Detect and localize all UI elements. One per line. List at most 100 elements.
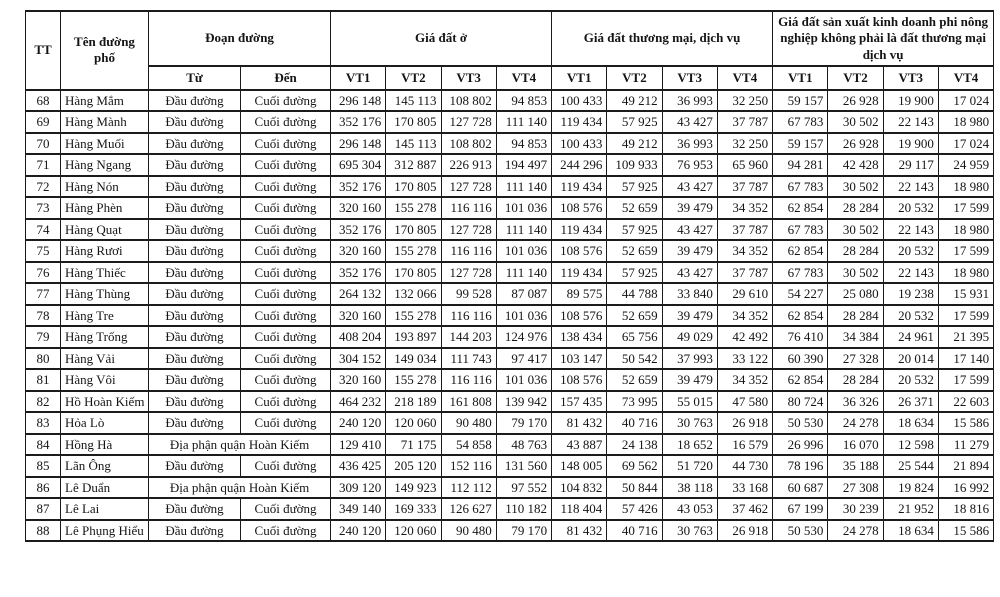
price-cell: 111 140 — [495, 174, 553, 199]
price-cell: 19 900 — [882, 88, 939, 113]
price-cell: 131 560 — [495, 454, 553, 478]
price-cell: 40 716 — [606, 518, 663, 543]
section-to-cell: Cuối đường — [239, 88, 332, 113]
price-cell: 129 410 — [330, 432, 387, 457]
price-cell: 60 390 — [772, 346, 829, 371]
price-cell: 21 952 — [882, 497, 939, 521]
table-row: 76 Hàng Thiếc Đầu đường Cuối đường 352 176 17… — [25, 260, 995, 285]
street-name-cell: Hàng Mành — [60, 110, 149, 134]
row-number-cell: 71 — [25, 153, 61, 177]
price-cell: 43 427 — [661, 174, 718, 199]
price-cell: 17 024 — [937, 88, 995, 113]
price-cell: 27 308 — [827, 475, 884, 500]
price-cell: 35 188 — [827, 454, 884, 478]
price-cell: 26 928 — [827, 88, 884, 113]
price-cell: 127 728 — [440, 110, 497, 134]
price-cell: 18 634 — [882, 518, 939, 543]
section-to-cell: Cuối đường — [239, 110, 332, 134]
col-header-com-vt3: VT3 — [661, 64, 718, 91]
price-cell: 116 116 — [440, 303, 497, 328]
price-cell: 50 530 — [772, 518, 829, 543]
price-cell: 138 434 — [551, 325, 608, 349]
street-name-cell: Hàng Rươi — [60, 239, 149, 263]
price-cell: 26 918 — [716, 518, 774, 543]
price-cell: 157 435 — [551, 389, 608, 414]
table-row: 75 Hàng Rươi Đầu đường Cuối đường 320 160 155… — [25, 239, 995, 263]
price-cell: 37 787 — [716, 174, 774, 199]
price-cell: 55 015 — [661, 389, 718, 414]
table-row: 79 Hàng Trống Đầu đường Cuối đường 408 204 19… — [25, 325, 995, 349]
price-cell: 78 196 — [772, 454, 829, 478]
street-name-cell: Hàng Tre — [60, 303, 149, 328]
price-cell: 18 980 — [937, 110, 995, 134]
table-row: 78 Hàng Tre Đầu đường Cuối đường 320 160 155 … — [25, 303, 995, 328]
price-cell: 320 160 — [330, 303, 387, 328]
price-cell: 54 227 — [772, 282, 829, 306]
col-header-prod-vt3: VT3 — [882, 64, 939, 91]
street-name-cell: Hàng Trống — [60, 325, 149, 349]
price-cell: 24 138 — [606, 432, 663, 457]
price-cell: 43 427 — [661, 217, 718, 242]
price-cell: 20 532 — [882, 239, 939, 263]
section-to-cell: Cuối đường — [239, 174, 332, 199]
col-header-res-vt3: VT3 — [440, 64, 497, 91]
price-cell: 155 278 — [385, 368, 442, 392]
price-cell: 120 060 — [385, 411, 442, 435]
col-header-prod-vt2: VT2 — [827, 64, 884, 91]
section-to-cell: Cuối đường — [239, 518, 332, 543]
price-cell: 16 070 — [827, 432, 884, 457]
row-number-cell: 72 — [25, 174, 61, 199]
land-price-table: TT Tên đường phố Đoạn đường Giá đất ở Gi… — [25, 10, 995, 543]
price-cell: 30 763 — [661, 518, 718, 543]
price-cell: 34 352 — [716, 303, 774, 328]
price-cell: 97 417 — [495, 346, 553, 371]
col-header-com-vt1: VT1 — [551, 64, 608, 91]
price-cell: 39 479 — [661, 239, 718, 263]
price-cell: 119 434 — [551, 174, 608, 199]
price-cell: 28 284 — [827, 368, 884, 392]
price-cell: 67 783 — [772, 260, 829, 285]
section-from-cell: Đầu đường — [148, 260, 241, 285]
price-cell: 218 189 — [385, 389, 442, 414]
price-cell: 44 730 — [716, 454, 774, 478]
price-cell: 127 728 — [440, 174, 497, 199]
price-cell: 62 854 — [772, 239, 829, 263]
row-number-cell: 76 — [25, 260, 61, 285]
section-from-cell: Đầu đường — [148, 368, 241, 392]
price-cell: 103 147 — [551, 346, 608, 371]
price-cell: 152 116 — [440, 454, 497, 478]
price-cell: 320 160 — [330, 196, 387, 220]
section-from-cell: Đầu đường — [148, 497, 241, 521]
price-cell: 108 576 — [551, 303, 608, 328]
col-header-to: Đến — [239, 64, 332, 91]
price-cell: 29 610 — [716, 282, 774, 306]
price-cell: 42 492 — [716, 325, 774, 349]
section-to-cell: Cuối đường — [239, 368, 332, 392]
col-header-commercial-price: Giá đất thương mại, dịch vụ — [551, 10, 774, 67]
price-cell: 20 532 — [882, 196, 939, 220]
price-cell: 120 060 — [385, 518, 442, 543]
price-cell: 149 034 — [385, 346, 442, 371]
price-cell: 18 980 — [937, 260, 995, 285]
price-cell: 57 925 — [606, 174, 663, 199]
price-cell: 127 728 — [440, 260, 497, 285]
price-cell: 25 544 — [882, 454, 939, 478]
table-row: 80 Hàng Vải Đầu đường Cuối đường 304 152 149 … — [25, 346, 995, 371]
col-header-prod-vt4: VT4 — [937, 64, 995, 91]
price-cell: 60 687 — [772, 475, 829, 500]
col-header-com-vt2: VT2 — [606, 64, 663, 91]
price-cell: 12 598 — [882, 432, 939, 457]
section-to-cell: Cuối đường — [239, 260, 332, 285]
street-name-cell: Lê Phụng Hiểu — [60, 518, 149, 543]
price-cell: 51 720 — [661, 454, 718, 478]
price-cell: 32 250 — [716, 88, 774, 113]
col-header-residential-price: Giá đất ở — [330, 10, 553, 67]
price-cell: 44 788 — [606, 282, 663, 306]
street-name-cell: Hàng Quạt — [60, 217, 149, 242]
price-cell: 155 278 — [385, 239, 442, 263]
price-cell: 22 143 — [882, 260, 939, 285]
row-number-cell: 83 — [25, 411, 61, 435]
price-cell: 112 112 — [440, 475, 497, 500]
price-cell: 312 887 — [385, 153, 442, 177]
